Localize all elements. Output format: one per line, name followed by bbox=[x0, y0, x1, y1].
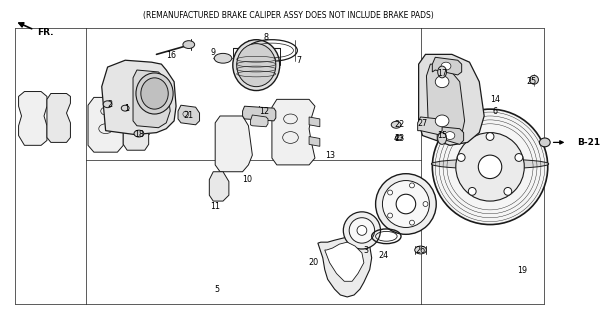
Polygon shape bbox=[272, 99, 315, 165]
Text: 19: 19 bbox=[517, 266, 527, 275]
Ellipse shape bbox=[409, 220, 415, 225]
Ellipse shape bbox=[515, 154, 523, 161]
Text: 23: 23 bbox=[394, 134, 404, 143]
Text: 11: 11 bbox=[210, 203, 220, 212]
Polygon shape bbox=[243, 106, 276, 121]
Ellipse shape bbox=[141, 78, 168, 109]
Ellipse shape bbox=[441, 62, 451, 70]
Text: 27: 27 bbox=[418, 119, 428, 128]
Polygon shape bbox=[47, 93, 70, 142]
Polygon shape bbox=[19, 92, 47, 145]
Ellipse shape bbox=[391, 121, 401, 128]
Ellipse shape bbox=[409, 183, 415, 188]
Polygon shape bbox=[117, 100, 127, 110]
Ellipse shape bbox=[121, 105, 129, 111]
Polygon shape bbox=[215, 116, 252, 172]
Polygon shape bbox=[209, 172, 229, 201]
Text: FR.: FR. bbox=[37, 28, 53, 37]
Ellipse shape bbox=[233, 40, 279, 91]
Ellipse shape bbox=[438, 66, 447, 78]
Text: 22: 22 bbox=[394, 120, 404, 129]
Ellipse shape bbox=[529, 76, 538, 84]
Ellipse shape bbox=[457, 154, 465, 161]
Ellipse shape bbox=[237, 44, 276, 87]
Text: 2: 2 bbox=[107, 100, 112, 109]
Ellipse shape bbox=[382, 180, 429, 228]
Ellipse shape bbox=[445, 132, 455, 140]
Ellipse shape bbox=[438, 132, 447, 144]
Ellipse shape bbox=[388, 213, 392, 218]
Polygon shape bbox=[437, 127, 463, 144]
Text: 21: 21 bbox=[184, 111, 194, 121]
Ellipse shape bbox=[103, 101, 112, 108]
Ellipse shape bbox=[432, 109, 548, 225]
Text: 6: 6 bbox=[492, 107, 498, 116]
Ellipse shape bbox=[504, 188, 512, 195]
Polygon shape bbox=[178, 105, 200, 125]
Ellipse shape bbox=[388, 190, 392, 195]
Polygon shape bbox=[251, 115, 268, 127]
Ellipse shape bbox=[134, 130, 144, 137]
Polygon shape bbox=[88, 97, 123, 152]
Polygon shape bbox=[432, 57, 462, 75]
Text: 7: 7 bbox=[297, 56, 302, 65]
Polygon shape bbox=[309, 117, 320, 127]
Ellipse shape bbox=[395, 135, 403, 140]
Ellipse shape bbox=[432, 159, 549, 169]
Ellipse shape bbox=[357, 226, 367, 235]
Ellipse shape bbox=[456, 132, 524, 201]
Text: 15: 15 bbox=[437, 131, 447, 140]
Polygon shape bbox=[418, 117, 442, 135]
Text: (REMANUFACTURED BRAKE CALIPER ASSY DOES NOT INCLUDE BRAKE PADS): (REMANUFACTURED BRAKE CALIPER ASSY DOES … bbox=[143, 11, 434, 20]
Text: 26: 26 bbox=[415, 246, 426, 255]
Polygon shape bbox=[419, 54, 484, 145]
Text: 18: 18 bbox=[134, 130, 144, 139]
Polygon shape bbox=[309, 137, 320, 146]
Ellipse shape bbox=[136, 73, 173, 114]
Text: 17: 17 bbox=[437, 69, 447, 78]
Text: B-21: B-21 bbox=[577, 138, 600, 147]
Text: 13: 13 bbox=[326, 151, 335, 160]
Ellipse shape bbox=[343, 212, 380, 249]
Text: 24: 24 bbox=[379, 251, 388, 260]
Polygon shape bbox=[325, 242, 364, 281]
Ellipse shape bbox=[415, 246, 427, 254]
Polygon shape bbox=[117, 120, 127, 130]
Ellipse shape bbox=[349, 218, 374, 243]
Text: 8: 8 bbox=[264, 33, 269, 42]
Polygon shape bbox=[102, 60, 176, 135]
Polygon shape bbox=[318, 233, 371, 297]
Text: 20: 20 bbox=[308, 258, 318, 267]
Ellipse shape bbox=[478, 155, 502, 179]
Polygon shape bbox=[123, 98, 148, 150]
Text: 9: 9 bbox=[211, 48, 216, 57]
Ellipse shape bbox=[396, 194, 416, 214]
Text: 4: 4 bbox=[394, 134, 398, 143]
Ellipse shape bbox=[468, 188, 476, 195]
Ellipse shape bbox=[486, 132, 494, 140]
Polygon shape bbox=[427, 64, 465, 139]
Polygon shape bbox=[133, 70, 170, 128]
Ellipse shape bbox=[435, 76, 449, 88]
Text: 1: 1 bbox=[124, 104, 130, 113]
Text: 12: 12 bbox=[259, 107, 269, 116]
Ellipse shape bbox=[540, 138, 550, 147]
Ellipse shape bbox=[376, 174, 436, 234]
Text: 3: 3 bbox=[364, 246, 368, 255]
Text: 5: 5 bbox=[215, 284, 220, 294]
Text: 16: 16 bbox=[166, 51, 176, 60]
Text: 10: 10 bbox=[242, 175, 252, 184]
Ellipse shape bbox=[435, 115, 449, 127]
Text: 14: 14 bbox=[490, 95, 500, 104]
Text: 25: 25 bbox=[526, 77, 536, 86]
Ellipse shape bbox=[183, 41, 195, 49]
Ellipse shape bbox=[214, 53, 232, 63]
Ellipse shape bbox=[423, 202, 428, 206]
